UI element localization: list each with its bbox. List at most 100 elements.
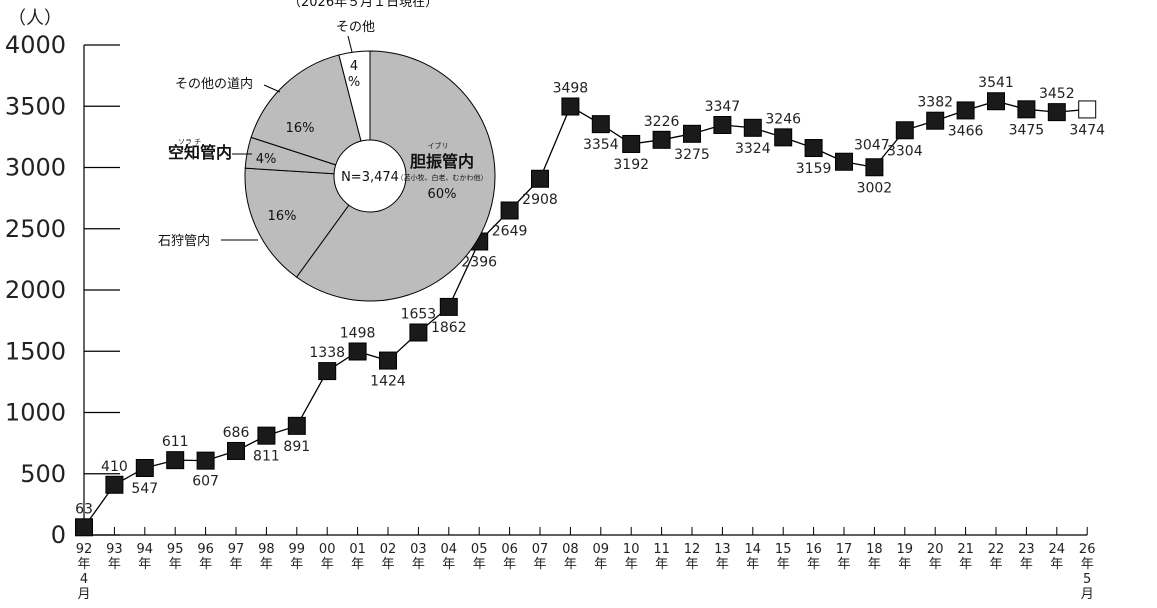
x-tick-unit: 年 [77, 557, 90, 572]
series-line [83, 100, 1088, 528]
data-point [409, 323, 428, 342]
data-point [439, 297, 458, 316]
x-tick-unit: 年 [929, 557, 942, 572]
x-tick-year: 11 [653, 542, 670, 557]
y-tick-label: 1500 [5, 337, 66, 365]
data-label: 3226 [644, 114, 680, 130]
data-label: 1862 [431, 320, 467, 336]
data-point [713, 115, 732, 134]
data-label: 811 [253, 449, 280, 465]
data-point [531, 169, 549, 188]
x-tick-year: 94 [137, 542, 154, 557]
x-tick-year: 06 [501, 542, 518, 557]
x-tick-year: 05 [471, 542, 488, 557]
x-tick-year: 17 [836, 542, 853, 557]
data-label: 3324 [735, 141, 771, 157]
x-tick-year: 20 [927, 542, 944, 557]
data-point [956, 101, 975, 120]
data-point [500, 201, 519, 220]
y-tick-label: 3000 [5, 154, 66, 182]
data-point [895, 121, 914, 140]
data-label: 2908 [522, 192, 558, 208]
y-axis-title: （人） [8, 8, 62, 29]
ishikari-pct: 16% [268, 209, 297, 224]
data-label: 3246 [765, 111, 801, 127]
x-tick-unit: 年 [868, 557, 881, 572]
x-tick-year: 99 [289, 542, 306, 557]
data-point [743, 118, 762, 137]
x-tick-year: 15 [775, 542, 792, 557]
data-label: 3466 [948, 123, 984, 139]
iburi-pct: 60% [428, 187, 457, 202]
x-tick-unit: 年 [746, 557, 759, 572]
x-tick-year: 97 [228, 542, 245, 557]
x-tick-unit: 年 [837, 557, 850, 572]
data-point [987, 92, 1005, 111]
data-label: 3047 [854, 138, 890, 154]
x-tick-unit: 年 [290, 557, 303, 572]
iburi-note: （苫小牧、白老、むかわ他） [397, 173, 488, 182]
data-point [835, 152, 853, 171]
data-point [287, 416, 306, 435]
data-point [135, 458, 154, 477]
data-label: 3452 [1039, 86, 1075, 102]
ishikari-label: 石狩管内 [158, 233, 210, 249]
x-tick-extra: 5 [1083, 572, 1091, 587]
sorachi-pct: 4% [256, 152, 277, 167]
data-label: 3304 [887, 143, 923, 159]
other-hokkaido-label: その他の道内 [175, 76, 253, 92]
x-tick-unit: 年 [625, 557, 638, 572]
data-label: 686 [223, 425, 250, 441]
x-tick-extra: 4 [80, 572, 88, 587]
data-label: 3275 [674, 147, 710, 163]
y-tick-label: 2000 [5, 276, 66, 304]
x-tick-year: 96 [197, 542, 214, 557]
x-tick-extra: 月 [77, 587, 90, 602]
x-tick-year: 07 [532, 542, 549, 557]
data-label: 2396 [461, 254, 497, 270]
x-tick-unit: 年 [169, 557, 182, 572]
other-hokkaido-pct: 16% [286, 121, 315, 136]
x-tick-unit: 年 [807, 557, 820, 572]
data-point [75, 518, 93, 537]
x-tick-unit: 年 [138, 557, 151, 572]
x-tick-year: 02 [380, 542, 397, 557]
x-tick-year: 19 [897, 542, 914, 557]
other-hokkaido-leader [263, 84, 281, 93]
data-label: 3192 [613, 157, 649, 173]
data-label: 891 [283, 439, 310, 455]
y-tick-label: 1000 [5, 399, 66, 427]
data-label: 611 [162, 434, 189, 450]
x-tick-unit: 年 [503, 557, 516, 572]
x-tick-unit: 年 [108, 557, 121, 572]
x-tick-year: 21 [957, 542, 974, 557]
x-tick-year: 92 [76, 542, 93, 557]
x-tick-unit: 年 [959, 557, 972, 572]
x-tick-year: 12 [684, 542, 701, 557]
x-tick-year: 23 [1018, 542, 1035, 557]
data-label: 410 [101, 459, 128, 475]
x-tick-unit: 年 [351, 557, 364, 572]
data-label: 3382 [917, 95, 953, 111]
data-point [1047, 103, 1066, 122]
y-tick-label: 0 [51, 521, 66, 549]
iburi-ruby: イブリ [428, 141, 449, 150]
y-tick-label: 500 [20, 460, 66, 488]
x-tick-year: 04 [441, 542, 458, 557]
other-label: その他 [336, 20, 375, 35]
x-tick-year: 93 [106, 542, 123, 557]
pie-labels: N=3,474 イブリ 胆振管内 （苫小牧、白老、むかわ他） 60% 16% 石… [158, 20, 488, 249]
data-label: 3475 [1009, 122, 1045, 138]
x-tick-unit: 年 [199, 557, 212, 572]
data-label: 607 [192, 474, 219, 490]
data-point [379, 351, 397, 370]
x-tick-unit: 年 [533, 557, 546, 572]
data-label: 547 [131, 481, 158, 497]
x-tick-unit: 年 [260, 557, 273, 572]
pie-center-label: N=3,474 [341, 170, 399, 185]
data-label: 2649 [492, 223, 528, 239]
data-label: 63 [75, 501, 93, 517]
x-tick-year: 10 [623, 542, 640, 557]
data-label: 1424 [370, 374, 406, 390]
